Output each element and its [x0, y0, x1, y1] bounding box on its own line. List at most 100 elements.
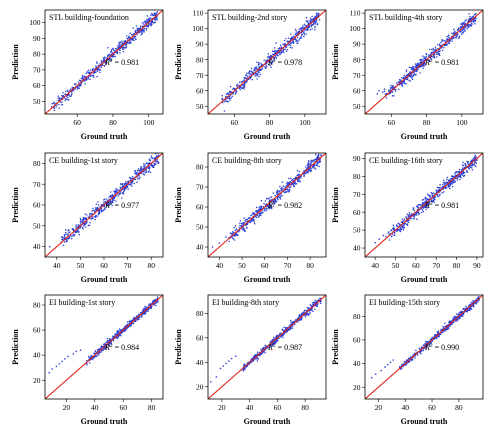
data-point — [121, 46, 124, 48]
outlier-point — [380, 369, 382, 372]
data-point — [408, 79, 410, 82]
data-point — [401, 76, 403, 79]
data-point — [262, 348, 264, 350]
data-point — [285, 46, 287, 48]
data-point — [71, 93, 73, 96]
data-point — [139, 311, 142, 314]
data-point — [133, 39, 135, 42]
data-point — [309, 17, 312, 20]
data-point — [314, 21, 317, 23]
data-point — [67, 233, 69, 235]
data-point — [224, 100, 226, 103]
data-point — [62, 91, 64, 94]
data-point — [92, 67, 95, 70]
data-point — [459, 175, 462, 177]
x-tick-label: 60 — [73, 118, 81, 127]
data-point — [474, 13, 476, 16]
data-point — [81, 74, 84, 77]
data-point — [269, 55, 272, 57]
data-point — [100, 350, 103, 352]
y-axis-label: Prediction — [331, 44, 340, 80]
data-point — [320, 154, 322, 156]
data-point — [103, 56, 106, 58]
panel-title: CE building-16th story — [369, 156, 443, 165]
data-point — [80, 220, 82, 223]
data-point — [299, 28, 302, 30]
data-point — [300, 318, 303, 320]
data-point — [131, 175, 134, 178]
data-point — [455, 313, 458, 315]
data-point — [260, 69, 262, 72]
data-point — [137, 177, 139, 180]
data-point — [261, 352, 263, 355]
outlier-point — [378, 89, 380, 92]
data-point — [256, 73, 259, 75]
data-point — [267, 206, 270, 209]
data-point — [266, 56, 269, 59]
data-point — [407, 357, 410, 360]
data-point — [81, 221, 84, 224]
data-point — [435, 48, 437, 50]
data-point — [471, 17, 473, 19]
data-point — [144, 305, 146, 308]
data-point — [259, 207, 262, 210]
data-point — [115, 333, 117, 336]
data-point — [113, 199, 115, 201]
data-point — [460, 176, 462, 179]
data-point — [273, 202, 276, 204]
data-point — [68, 98, 70, 101]
data-point — [469, 160, 472, 163]
data-point — [452, 317, 454, 319]
data-point — [400, 221, 403, 223]
data-point — [225, 93, 228, 95]
x-tick-label: 60 — [274, 403, 282, 412]
data-point — [60, 101, 63, 103]
data-point — [259, 73, 261, 76]
data-point — [89, 222, 91, 224]
data-point — [140, 25, 142, 27]
data-point — [455, 171, 458, 173]
data-point — [147, 24, 150, 27]
data-point — [275, 42, 277, 44]
data-point — [227, 92, 230, 95]
panel-title: CE building-8th story — [212, 156, 282, 165]
data-point — [82, 228, 84, 230]
data-point — [441, 191, 443, 194]
data-point — [385, 97, 388, 99]
data-point — [402, 229, 405, 231]
data-point — [468, 12, 470, 15]
data-point — [136, 319, 139, 321]
data-point — [279, 332, 281, 335]
data-point — [104, 208, 106, 210]
plot-frame — [207, 294, 327, 400]
data-point — [464, 164, 467, 167]
data-point — [136, 181, 138, 184]
data-point — [154, 158, 156, 160]
data-point — [124, 187, 127, 190]
data-point — [86, 363, 88, 366]
data-point — [306, 28, 309, 30]
data-point — [259, 354, 261, 356]
data-point — [243, 88, 245, 90]
data-point — [270, 196, 273, 198]
data-point — [314, 168, 317, 170]
data-point — [57, 95, 60, 97]
data-point — [474, 154, 476, 156]
data-point — [457, 313, 459, 316]
data-point — [265, 209, 268, 212]
data-point — [445, 187, 448, 189]
data-point — [274, 56, 276, 59]
data-point — [430, 191, 433, 194]
data-point — [264, 200, 267, 202]
data-point — [309, 29, 312, 31]
data-point — [260, 353, 262, 355]
data-point — [251, 78, 254, 81]
data-point — [256, 61, 258, 64]
y-tick-label: 40 — [196, 243, 204, 252]
data-point — [302, 25, 304, 27]
data-point — [318, 13, 320, 15]
data-point — [300, 35, 303, 37]
data-point — [281, 336, 284, 339]
data-point — [415, 69, 418, 71]
data-point — [251, 220, 254, 222]
